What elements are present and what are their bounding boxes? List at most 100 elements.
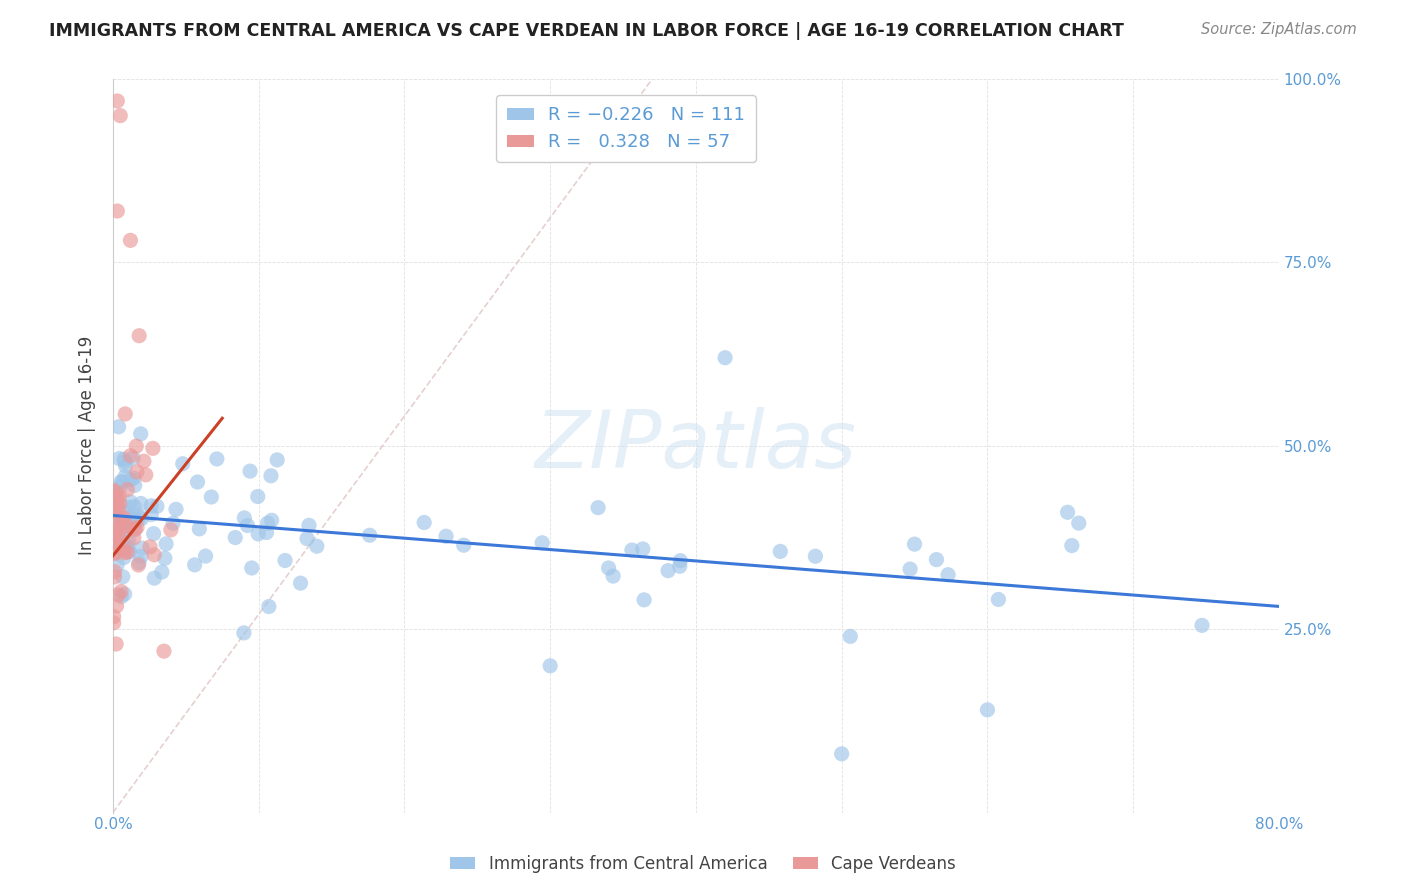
Point	[120, 494, 142, 508]
Legend: R = −0.226   N = 111, R =   0.328   N = 57: R = −0.226 N = 111, R = 0.328 N = 57	[496, 95, 756, 162]
Point	[122, 471, 145, 485]
Point	[256, 516, 278, 531]
Point	[117, 543, 139, 558]
Point	[976, 703, 998, 717]
Point	[531, 536, 554, 550]
Point	[114, 587, 136, 601]
Point	[118, 534, 141, 549]
Point	[107, 529, 129, 543]
Point	[413, 516, 436, 530]
Point	[239, 464, 262, 478]
Text: IMMIGRANTS FROM CENTRAL AMERICA VS CAPE VERDEAN IN LABOR FORCE | AGE 16-19 CORRE: IMMIGRANTS FROM CENTRAL AMERICA VS CAPE …	[49, 22, 1123, 40]
Point	[105, 490, 128, 504]
Point	[602, 569, 624, 583]
Point	[125, 520, 148, 534]
Point	[903, 537, 925, 551]
Point	[1191, 618, 1213, 632]
Point	[434, 529, 457, 543]
Point	[124, 500, 146, 514]
Point	[131, 541, 153, 556]
Point	[274, 553, 297, 567]
Point	[129, 549, 152, 564]
Point	[105, 204, 128, 219]
Point	[114, 458, 136, 473]
Point	[117, 540, 139, 554]
Point	[110, 590, 132, 604]
Point	[586, 500, 609, 515]
Point	[125, 465, 148, 479]
Point	[114, 455, 136, 469]
Point	[633, 592, 655, 607]
Point	[143, 548, 166, 562]
Point	[120, 473, 142, 487]
Point	[266, 453, 288, 467]
Point	[122, 508, 145, 523]
Point	[114, 546, 136, 560]
Point	[103, 483, 125, 498]
Point	[247, 527, 270, 541]
Point	[135, 467, 157, 482]
Point	[936, 567, 959, 582]
Point	[117, 483, 139, 497]
Point	[224, 531, 246, 545]
Point	[108, 451, 131, 466]
Point	[117, 507, 139, 521]
Point	[194, 549, 217, 563]
Point	[120, 449, 142, 463]
Point	[925, 552, 948, 566]
Point	[114, 525, 136, 540]
Point	[233, 511, 256, 525]
Point	[105, 491, 128, 506]
Point	[298, 518, 321, 533]
Point	[110, 479, 132, 493]
Point	[172, 457, 194, 471]
Point	[146, 500, 169, 514]
Point	[165, 502, 187, 516]
Point	[668, 559, 690, 574]
Point	[804, 549, 827, 564]
Point	[117, 519, 139, 533]
Point	[132, 454, 155, 468]
Point	[103, 500, 125, 515]
Point	[110, 584, 132, 599]
Point	[124, 523, 146, 537]
Point	[142, 526, 165, 541]
Point	[129, 426, 152, 441]
Point	[103, 484, 125, 499]
Point	[117, 545, 139, 559]
Point	[104, 498, 127, 512]
Point	[246, 490, 269, 504]
Point	[139, 540, 162, 554]
Point	[831, 747, 853, 761]
Point	[714, 351, 737, 365]
Point	[124, 522, 146, 536]
Point	[155, 537, 177, 551]
Point	[105, 500, 128, 514]
Point	[127, 513, 149, 527]
Point	[183, 558, 205, 572]
Point	[200, 490, 222, 504]
Point	[898, 562, 921, 576]
Point	[107, 588, 129, 602]
Point	[162, 516, 184, 531]
Point	[105, 637, 128, 651]
Point	[114, 407, 136, 421]
Point	[111, 570, 134, 584]
Point	[103, 570, 125, 584]
Point	[118, 544, 141, 558]
Point	[150, 565, 173, 579]
Point	[631, 541, 654, 556]
Point	[769, 544, 792, 558]
Point	[260, 513, 283, 527]
Point	[114, 518, 136, 533]
Point	[1060, 539, 1083, 553]
Point	[188, 522, 211, 536]
Point	[104, 505, 127, 519]
Point	[110, 531, 132, 545]
Point	[112, 510, 135, 524]
Point	[232, 626, 254, 640]
Point	[112, 452, 135, 467]
Point	[290, 576, 312, 591]
Point	[125, 439, 148, 453]
Point	[142, 442, 165, 456]
